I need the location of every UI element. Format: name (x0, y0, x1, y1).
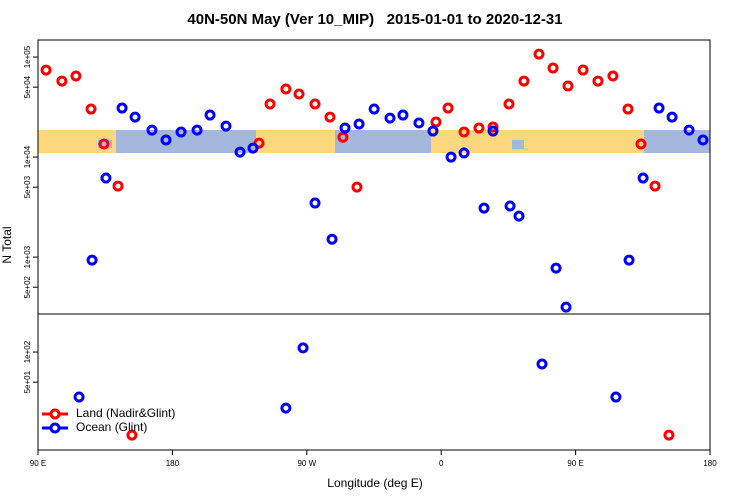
point (442, 102, 454, 114)
point (513, 210, 525, 222)
point (607, 70, 619, 82)
point (487, 125, 499, 137)
point (397, 109, 409, 121)
point (280, 83, 292, 95)
point (478, 202, 490, 214)
y-tick-label: 1e+05 (23, 45, 32, 68)
x-tick-label: 90 E (30, 459, 46, 468)
y-tick-label: 1e+03 (23, 245, 32, 268)
point (324, 111, 336, 123)
point (234, 146, 246, 158)
y-tick-label: 5e+03 (23, 175, 32, 198)
point (622, 103, 634, 115)
point (112, 180, 124, 192)
legend-label: Ocean (Glint) (76, 420, 147, 434)
point (86, 254, 98, 266)
point (666, 111, 678, 123)
point (683, 124, 695, 136)
y-axis-label: N Total (0, 226, 14, 263)
point (280, 402, 292, 414)
point (353, 118, 365, 130)
point (458, 126, 470, 138)
point (293, 88, 305, 100)
point (129, 111, 141, 123)
point (368, 103, 380, 115)
point (547, 62, 559, 74)
x-tick-label: 0 (439, 459, 444, 468)
x-axis-label: Longitude (deg E) (327, 476, 422, 490)
point (518, 75, 530, 87)
x-tick-label: 180 (703, 459, 717, 468)
point (70, 70, 82, 82)
point (264, 98, 276, 110)
point (309, 98, 321, 110)
point (458, 147, 470, 159)
point (430, 116, 442, 128)
point (297, 342, 309, 354)
point (635, 138, 647, 150)
y-tick-label: 5e+01 (23, 370, 32, 393)
legend-marker (49, 422, 61, 434)
chart-title: 40N-50N May (Ver 10_MIP) 2015-01-01 to 2… (187, 11, 562, 28)
point (663, 429, 675, 441)
point (247, 142, 259, 154)
point (326, 233, 338, 245)
point (504, 200, 516, 212)
x-tick-label: 180 (166, 459, 180, 468)
point (487, 121, 499, 133)
point (337, 131, 349, 143)
point (73, 391, 85, 403)
point (100, 172, 112, 184)
y-tick-label: 1e+02 (23, 340, 32, 363)
point (175, 126, 187, 138)
point (98, 138, 110, 150)
point (146, 124, 158, 136)
legend-label: Land (Nadir&Glint) (76, 406, 175, 420)
point (204, 109, 216, 121)
point (413, 117, 425, 129)
y-tick-label: 5e+02 (23, 275, 32, 298)
y-tick-label: 5e+04 (23, 75, 32, 98)
y-tick-label: 1e+04 (23, 145, 32, 168)
point (160, 134, 172, 146)
point (309, 197, 321, 209)
point (116, 102, 128, 114)
point (577, 64, 589, 76)
map-strip (38, 130, 710, 153)
point (191, 124, 203, 136)
point (550, 262, 562, 274)
point (649, 180, 661, 192)
point (562, 80, 574, 92)
point (560, 301, 572, 313)
upper-frame (37, 39, 711, 315)
point (533, 48, 545, 60)
point (126, 429, 138, 441)
point (610, 391, 622, 403)
point (85, 103, 97, 115)
point (339, 122, 351, 134)
point (503, 98, 515, 110)
point (536, 358, 548, 370)
point (427, 125, 439, 137)
point (351, 181, 363, 193)
point (697, 134, 709, 146)
point (445, 151, 457, 163)
x-tick-label: 90 W (297, 459, 316, 468)
point (592, 75, 604, 87)
point (220, 120, 232, 132)
point (56, 75, 68, 87)
point (637, 172, 649, 184)
point (623, 254, 635, 266)
x-tick-label: 90 E (567, 459, 583, 468)
point (384, 112, 396, 124)
legend-marker (49, 408, 61, 420)
point (40, 64, 52, 76)
point (653, 102, 665, 114)
point (473, 122, 485, 134)
